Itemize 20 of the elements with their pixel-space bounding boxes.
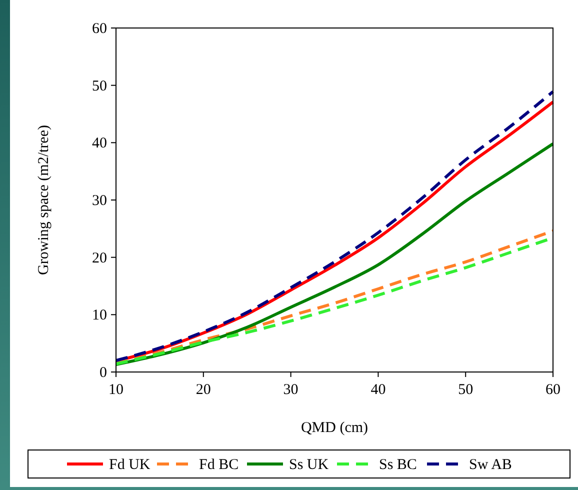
y-axis-title: Growing space (m2/tree) xyxy=(36,125,52,275)
y-tick-label: 50 xyxy=(92,78,107,94)
legend-label: Ss UK xyxy=(289,457,329,473)
y-tick-label: 20 xyxy=(92,250,107,266)
y-tick-label: 0 xyxy=(100,365,107,381)
x-axis-title: QMD (cm) xyxy=(300,420,368,436)
y-tick-label: 30 xyxy=(92,193,107,209)
x-tick-label: 30 xyxy=(283,382,298,398)
y-tick-label: 60 xyxy=(92,21,107,37)
legend-label: Sw AB xyxy=(469,457,512,473)
x-tick-label: 10 xyxy=(108,382,124,398)
legend-label: Fd UK xyxy=(109,457,150,473)
x-tick-label: 50 xyxy=(458,382,474,398)
y-tick-label: 10 xyxy=(92,308,107,324)
x-tick-label: 60 xyxy=(546,382,560,398)
x-tick-label: 40 xyxy=(370,382,386,398)
y-tick-label: 40 xyxy=(92,136,107,152)
legend-label: Fd BC xyxy=(199,457,239,473)
legend-label: Ss BC xyxy=(379,457,417,473)
x-tick-label: 20 xyxy=(196,382,211,398)
